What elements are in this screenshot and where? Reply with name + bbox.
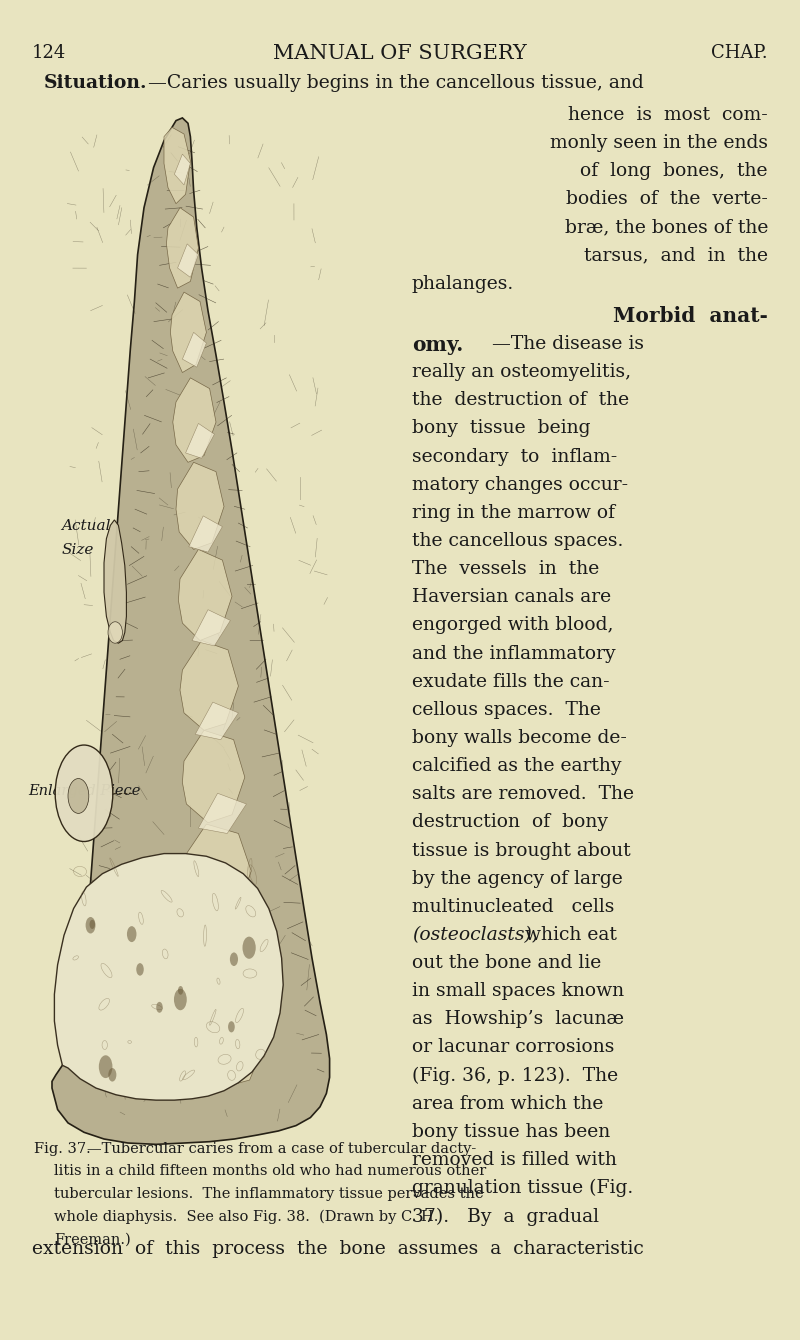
Polygon shape: [186, 914, 258, 1008]
Text: monly seen in the ends: monly seen in the ends: [550, 134, 768, 151]
Circle shape: [99, 1056, 113, 1079]
Text: Haversian canals are: Haversian canals are: [412, 588, 611, 606]
Polygon shape: [180, 641, 238, 730]
Circle shape: [156, 1002, 162, 1013]
Text: destruction  of  bony: destruction of bony: [412, 813, 608, 831]
Circle shape: [68, 779, 89, 813]
Text: calcified as the earthy: calcified as the earthy: [412, 757, 622, 775]
Polygon shape: [166, 208, 198, 288]
Text: by the agency of large: by the agency of large: [412, 870, 622, 887]
Text: bony walls become de-: bony walls become de-: [412, 729, 627, 746]
Text: tarsus,  and  in  the: tarsus, and in the: [584, 247, 768, 264]
Polygon shape: [187, 998, 264, 1088]
Text: engorged with blood,: engorged with blood,: [412, 616, 614, 634]
Polygon shape: [195, 702, 238, 740]
Polygon shape: [52, 118, 330, 1144]
Circle shape: [136, 963, 144, 976]
Text: area from which the: area from which the: [412, 1095, 603, 1112]
Text: —Tubercular caries from a case of tubercular dacty-: —Tubercular caries from a case of tuberc…: [87, 1142, 477, 1155]
Text: Freeman.): Freeman.): [54, 1233, 131, 1246]
Text: in small spaces known: in small spaces known: [412, 982, 624, 1000]
Polygon shape: [174, 154, 190, 185]
Text: Actual: Actual: [62, 519, 111, 532]
Polygon shape: [178, 244, 198, 277]
Text: removed is filled with: removed is filled with: [412, 1151, 617, 1168]
Text: bony tissue has been: bony tissue has been: [412, 1123, 610, 1140]
Text: MANUAL OF SURGERY: MANUAL OF SURGERY: [273, 44, 527, 63]
Text: the cancellous spaces.: the cancellous spaces.: [412, 532, 623, 549]
Text: out the bone and lie: out the bone and lie: [412, 954, 602, 972]
Text: Enlarged Piece: Enlarged Piece: [28, 784, 140, 797]
Polygon shape: [186, 423, 214, 458]
Text: 124: 124: [32, 44, 66, 62]
Polygon shape: [192, 610, 230, 646]
Text: tubercular lesions.  The inflammatory tissue pervades the: tubercular lesions. The inflammatory tis…: [54, 1187, 484, 1201]
Text: phalanges.: phalanges.: [412, 275, 514, 292]
Polygon shape: [170, 292, 206, 373]
Text: hence  is  most  com-: hence is most com-: [568, 106, 768, 123]
Text: the  destruction of  the: the destruction of the: [412, 391, 629, 409]
Text: bodies  of  the  verte-: bodies of the verte-: [566, 190, 768, 208]
Text: exudate fills the can-: exudate fills the can-: [412, 673, 610, 690]
Circle shape: [90, 919, 95, 929]
Polygon shape: [173, 378, 216, 462]
Text: extension  of  this  process  the  bone  assumes  a  characteristic: extension of this process the bone assum…: [32, 1240, 644, 1257]
Polygon shape: [164, 127, 190, 204]
Text: (osteoclasts),: (osteoclasts),: [412, 926, 538, 943]
Text: and the inflammatory: and the inflammatory: [412, 645, 616, 662]
Text: litis in a child fifteen months old who had numerous other: litis in a child fifteen months old who …: [54, 1164, 486, 1178]
Circle shape: [178, 986, 183, 994]
Text: Fig. 37.: Fig. 37.: [34, 1142, 90, 1155]
Ellipse shape: [108, 622, 122, 643]
Text: ring in the marrow of: ring in the marrow of: [412, 504, 615, 521]
Polygon shape: [204, 976, 260, 1016]
Text: CHAP.: CHAP.: [711, 44, 768, 62]
Polygon shape: [184, 824, 251, 917]
Text: whole diaphysis.  See also Fig. 38.  (Drawn by C. H.: whole diaphysis. See also Fig. 38. (Draw…: [54, 1210, 438, 1225]
Polygon shape: [176, 462, 224, 549]
Text: omy.: omy.: [412, 335, 463, 355]
Text: matory changes occur-: matory changes occur-: [412, 476, 628, 493]
Text: granulation tissue (Fig.: granulation tissue (Fig.: [412, 1179, 634, 1198]
Polygon shape: [202, 887, 254, 927]
Text: Morbid  anat-: Morbid anat-: [613, 306, 768, 326]
Polygon shape: [104, 520, 126, 643]
Text: 37).   By  a  gradual: 37). By a gradual: [412, 1207, 599, 1226]
Text: bony  tissue  being: bony tissue being: [412, 419, 590, 437]
Text: The  vessels  in  the: The vessels in the: [412, 560, 599, 578]
Text: Size: Size: [62, 543, 94, 556]
Text: (Fig. 36, p. 123).  The: (Fig. 36, p. 123). The: [412, 1067, 618, 1085]
Text: tissue is brought about: tissue is brought about: [412, 842, 630, 859]
Circle shape: [228, 1021, 234, 1032]
Text: as  Howship’s  lacunæ: as Howship’s lacunæ: [412, 1010, 624, 1028]
Text: Situation.: Situation.: [44, 74, 147, 91]
Text: cellous spaces.  The: cellous spaces. The: [412, 701, 601, 718]
Text: really an osteomyelitis,: really an osteomyelitis,: [412, 363, 631, 381]
Circle shape: [230, 953, 238, 966]
Text: bræ, the bones of the: bræ, the bones of the: [565, 218, 768, 236]
Circle shape: [108, 1068, 116, 1081]
Circle shape: [55, 745, 113, 842]
Circle shape: [127, 926, 137, 942]
Polygon shape: [182, 332, 206, 367]
Circle shape: [242, 937, 256, 959]
Polygon shape: [189, 516, 222, 552]
Circle shape: [174, 989, 186, 1010]
Text: secondary  to  inflam-: secondary to inflam-: [412, 448, 618, 465]
Polygon shape: [178, 549, 232, 641]
Text: of  long  bones,  the: of long bones, the: [581, 162, 768, 180]
Text: salts are removed.  The: salts are removed. The: [412, 785, 634, 803]
Polygon shape: [198, 793, 246, 833]
Text: which eat: which eat: [519, 926, 617, 943]
Text: —Caries usually begins in the cancellous tissue, and: —Caries usually begins in the cancellous…: [148, 74, 644, 91]
Polygon shape: [182, 730, 245, 823]
Circle shape: [86, 917, 95, 934]
Polygon shape: [54, 854, 283, 1100]
Text: or lacunar corrosions: or lacunar corrosions: [412, 1038, 614, 1056]
Text: —The disease is: —The disease is: [492, 335, 644, 352]
Text: multinucleated   cells: multinucleated cells: [412, 898, 614, 915]
